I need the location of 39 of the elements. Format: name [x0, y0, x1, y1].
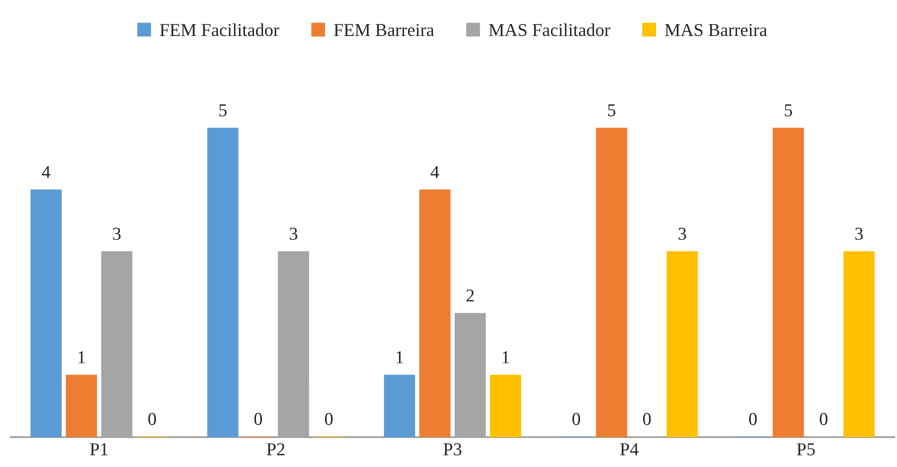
- data-label: 3: [855, 228, 863, 240]
- x-tick-label: P5: [796, 443, 815, 456]
- data-label: 5: [784, 104, 792, 116]
- bar: [772, 128, 804, 438]
- bar: [666, 251, 698, 438]
- legend-label: FEM Facilitador: [160, 23, 280, 36]
- data-label: 1: [396, 351, 403, 364]
- data-label: 3: [290, 228, 298, 240]
- bar: [843, 251, 875, 438]
- bar: [207, 128, 238, 438]
- x-tick-label: P4: [620, 443, 638, 456]
- data-label: 3: [678, 228, 686, 240]
- data-label: 3: [113, 228, 121, 240]
- data-label: 1: [78, 351, 85, 364]
- data-label: 0: [325, 412, 333, 426]
- data-label: 0: [643, 412, 651, 426]
- data-label: 0: [254, 412, 262, 426]
- data-label: 0: [572, 412, 580, 426]
- bar: [490, 374, 522, 438]
- data-label: 0: [749, 412, 757, 426]
- data-label: 4: [42, 166, 50, 178]
- legend-label: FEM Barreira: [334, 24, 434, 36]
- x-tick-label: P3: [444, 443, 462, 456]
- bar: [419, 190, 450, 438]
- data-label: 0: [148, 412, 156, 426]
- data-label: 2: [466, 289, 474, 302]
- data-label: 0: [820, 412, 828, 426]
- x-tick-label: P1: [90, 443, 108, 456]
- bar: [30, 190, 62, 438]
- data-label: 1: [502, 351, 509, 364]
- bar: [66, 374, 98, 438]
- data-label: 4: [430, 166, 440, 178]
- bar: [384, 374, 416, 438]
- data-label: 5: [219, 104, 227, 116]
- x-tick-label: P2: [266, 443, 284, 456]
- data-label: 5: [608, 104, 616, 116]
- legend-label: MAS Barreira: [664, 24, 768, 36]
- bar: [596, 128, 628, 438]
- legend-label: MAS Facilitador: [488, 23, 610, 36]
